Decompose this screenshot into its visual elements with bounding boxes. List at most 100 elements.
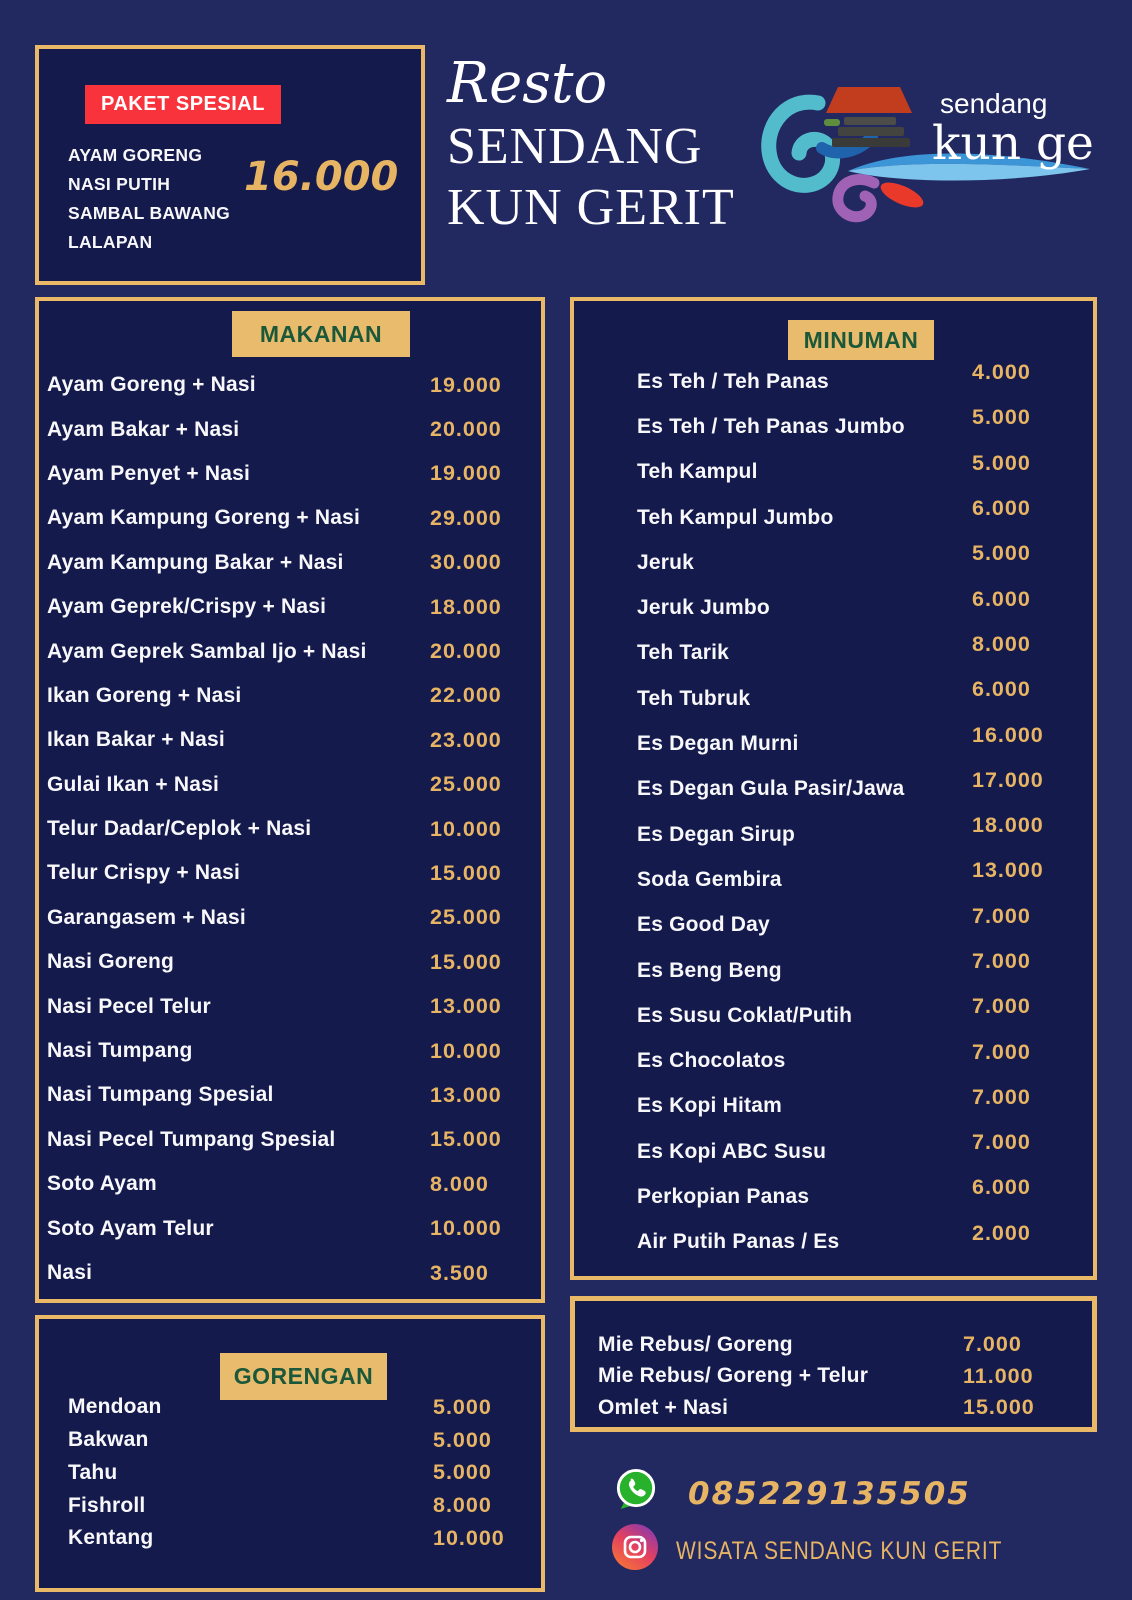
restaurant-title-script: Resto <box>447 51 608 116</box>
makanan-section: MAKANAN Ayam Goreng + Nasi 19.000 Ayam B… <box>35 297 545 1303</box>
menu-item-name: Soto Ayam Telur <box>47 1216 214 1240</box>
menu-item-name: Es Degan Murni <box>637 732 799 756</box>
makanan-list: Ayam Goreng + Nasi 19.000 Ayam Bakar + N… <box>39 363 541 1295</box>
menu-item-row: Omlet + Nasi 15.000 <box>575 1392 1092 1424</box>
menu-item-price: 23.000 <box>430 727 502 752</box>
menu-item-row: Es Chocolatos 7.000 <box>574 1038 1093 1083</box>
minuman-list: Es Teh / Teh Panas 4.000 Es Teh / Teh Pa… <box>574 359 1093 1265</box>
menu-item-row: Es Teh / Teh Panas Jumbo 5.000 <box>574 404 1093 449</box>
menu-item-row: Bakwan 5.000 <box>39 1424 541 1457</box>
makanan-title: MAKANAN <box>259 320 383 347</box>
phone-number: 085229135505 <box>688 1476 971 1512</box>
menu-item-row: Nasi Tumpang 10.000 <box>39 1029 541 1073</box>
menu-item-row: Jeruk Jumbo 6.000 <box>574 585 1093 630</box>
menu-item-name: Garangasem + Nasi <box>47 905 246 929</box>
paket-price: 16.000 <box>244 154 399 200</box>
menu-item-name: Kentang <box>68 1526 154 1550</box>
menu-item-name: Jeruk Jumbo <box>637 596 770 620</box>
menu-item-name: Ikan Goreng + Nasi <box>47 683 242 707</box>
logo-word-top: sendang <box>940 88 1047 119</box>
menu-item-price: 20.000 <box>430 639 502 664</box>
menu-item-name: Mendoan <box>68 1395 162 1419</box>
menu-item-name: Bakwan <box>68 1428 149 1452</box>
menu-item-name: Mie Rebus/ Goreng <box>598 1332 793 1356</box>
menu-item-price: 5.000 <box>433 1427 492 1452</box>
menu-item-row: Jeruk 5.000 <box>574 540 1093 585</box>
paket-item: LALAPAN <box>68 232 153 252</box>
menu-item-name: Ikan Bakar + Nasi <box>47 728 225 752</box>
menu-item-price: 22.000 <box>430 683 502 708</box>
menu-item-row: Teh Kampul Jumbo 6.000 <box>574 495 1093 540</box>
menu-item-row: Ayam Geprek Sambal Ijo + Nasi 20.000 <box>39 629 541 673</box>
menu-item-price: 10.000 <box>430 816 502 841</box>
menu-item-price: 7.000 <box>972 949 1031 973</box>
menu-item-name: Es Kopi ABC Susu <box>637 1139 827 1163</box>
menu-item-price: 13.000 <box>972 858 1044 883</box>
whatsapp-icon <box>615 1468 657 1515</box>
restaurant-title-line1: SENDANG <box>447 118 703 175</box>
menu-item-price: 15.000 <box>430 860 502 885</box>
menu-item-row: Perkopian Panas 6.000 <box>574 1174 1093 1219</box>
menu-item-price: 10.000 <box>430 1038 502 1063</box>
menu-item-price: 6.000 <box>972 1175 1031 1200</box>
menu-item-name: Tahu <box>68 1460 118 1484</box>
menu-item-price: 4.000 <box>972 360 1031 385</box>
menu-item-row: Teh Tubruk 6.000 <box>574 676 1093 721</box>
menu-item-price: 5.000 <box>433 1394 492 1419</box>
menu-item-row: Es Good Day 7.000 <box>574 903 1093 948</box>
menu-item-price: 15.000 <box>963 1395 1035 1420</box>
menu-item-name: Omlet + Nasi <box>598 1395 729 1419</box>
menu-item-name: Teh Tarik <box>637 641 730 665</box>
menu-item-name: Soto Ayam <box>47 1172 157 1196</box>
menu-item-name: Es Degan Gula Pasir/Jawa <box>637 777 905 801</box>
menu-item-row: Mie Rebus/ Goreng 7.000 <box>575 1329 1092 1361</box>
instagram-icon <box>612 1524 658 1575</box>
menu-item-price: 20.000 <box>430 417 502 442</box>
paket-spesial-card: PAKET SPESIAL AYAM GORENG NASI PUTIH SAM… <box>35 45 425 285</box>
menu-item-row: Ayam Bakar + Nasi 20.000 <box>39 407 541 451</box>
menu-item-row: Es Kopi ABC Susu 7.000 <box>574 1129 1093 1174</box>
menu-item-name: Soda Gembira <box>637 867 782 891</box>
menu-item-price: 8.000 <box>430 1171 489 1196</box>
menu-item-row: Nasi 3.500 <box>39 1251 541 1295</box>
menu-item-name: Nasi Tumpang <box>47 1039 193 1063</box>
menu-item-price: 18.000 <box>430 594 502 619</box>
menu-item-row: Garangasem + Nasi 25.000 <box>39 896 541 940</box>
logo-step <box>844 117 896 125</box>
logo-word-bottom: kun gerit <box>932 116 1092 171</box>
gorengan-title: GORENGAN <box>233 1363 374 1389</box>
menu-item-name: Ayam Geprek/Crispy + Nasi <box>47 595 327 619</box>
menu-item-row: Nasi Pecel Tumpang Spesial 15.000 <box>39 1118 541 1162</box>
menu-item-price: 10.000 <box>433 1525 505 1550</box>
menu-item-price: 5.000 <box>972 405 1031 430</box>
menu-item-name: Nasi Goreng <box>47 950 175 974</box>
restaurant-title-line2: KUN GERIT <box>447 179 735 236</box>
menu-item-row: Nasi Goreng 15.000 <box>39 940 541 984</box>
menu-item-price: 7.000 <box>963 1332 1022 1357</box>
instagram-handle: WISATA SENDANG KUN GERIT <box>676 1537 1003 1565</box>
menu-item-name: Ayam Penyet + Nasi <box>47 461 251 485</box>
menu-item-name: Es Beng Beng <box>637 958 782 982</box>
menu-item-name: Ayam Kampung Bakar + Nasi <box>47 550 344 574</box>
minuman-section: MINUMAN Es Teh / Teh Panas 4.000 Es Teh … <box>570 297 1097 1280</box>
logo-red-petal <box>880 182 924 208</box>
menu-item-row: Ayam Geprek/Crispy + Nasi 18.000 <box>39 585 541 629</box>
menu-item-name: Mie Rebus/ Goreng + Telur <box>598 1364 869 1388</box>
menu-item-row: Es Degan Sirup 18.000 <box>574 812 1093 857</box>
menu-item-row: Es Susu Coklat/Putih 7.000 <box>574 993 1093 1038</box>
menu-item-price: 15.000 <box>430 1127 502 1152</box>
menu-item-price: 7.000 <box>972 1084 1031 1109</box>
menu-item-price: 16.000 <box>972 722 1044 747</box>
menu-item-row: Ayam Kampung Goreng + Nasi 29.000 <box>39 496 541 540</box>
logo-wave-light <box>848 163 1090 181</box>
menu-item-row: Es Beng Beng 7.000 <box>574 948 1093 993</box>
menu-item-row: Teh Tarik 8.000 <box>574 631 1093 676</box>
menu-item-name: Fishroll <box>68 1493 146 1517</box>
menu-item-name: Jeruk <box>637 550 695 574</box>
menu-item-name: Perkopian Panas <box>637 1184 810 1208</box>
menu-item-price: 8.000 <box>972 631 1031 656</box>
menu-item-row: Fishroll 8.000 <box>39 1489 541 1522</box>
menu-item-name: Es Teh / Teh Panas <box>637 369 829 393</box>
menu-item-row: Teh Kampul 5.000 <box>574 450 1093 495</box>
